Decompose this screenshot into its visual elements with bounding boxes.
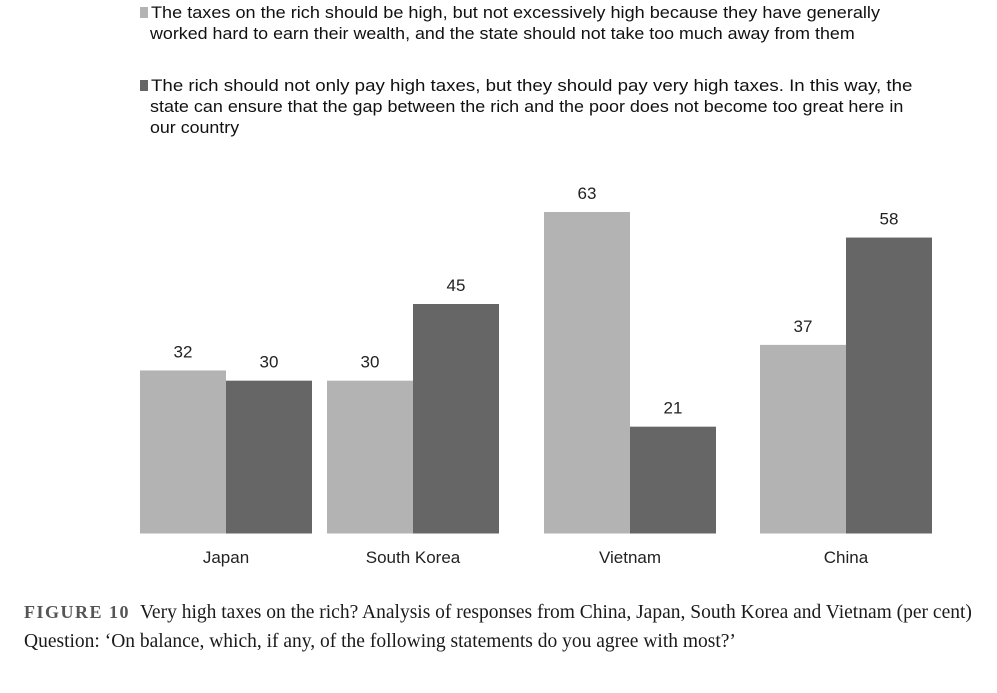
- legend-swatch: [140, 7, 148, 18]
- data-label: 63: [578, 184, 597, 203]
- category-label: China: [824, 548, 869, 567]
- bar: [846, 237, 932, 535]
- legend-entry-text: state can ensure that the gap between th…: [150, 98, 903, 116]
- category-label: South Korea: [366, 548, 461, 567]
- bar: [413, 304, 499, 534]
- data-label: 45: [447, 276, 466, 295]
- figure-label: FIGURE 10: [24, 602, 131, 622]
- data-label: 30: [260, 353, 279, 372]
- caption-question: Question: ‘On balance, which, if any, of…: [24, 631, 736, 652]
- category-label: Japan: [203, 548, 249, 567]
- legend-entry-text: worked hard to earn their wealth, and th…: [149, 25, 855, 43]
- bar: [544, 212, 630, 534]
- category-label: Vietnam: [599, 548, 661, 567]
- bar: [760, 344, 846, 534]
- data-label: 37: [794, 317, 813, 336]
- legend: The taxes on the rich should be high, bu…: [140, 4, 912, 137]
- bar: [630, 426, 716, 534]
- data-label: 32: [174, 342, 193, 361]
- legend-entry-text: The rich should not only pay high taxes,…: [151, 77, 912, 95]
- bar: [226, 380, 312, 534]
- bars: [140, 212, 932, 535]
- data-label: 58: [880, 210, 899, 229]
- figure-caption: FIGURE 10 Very high taxes on the rich? An…: [24, 598, 974, 656]
- bar: [140, 370, 226, 534]
- legend-swatch: [140, 80, 148, 91]
- data-label: 21: [664, 399, 683, 418]
- value-labels: 32 30 30 45 63 21 37 58: [174, 184, 899, 418]
- category-labels: Japan South Korea Vietnam China: [203, 548, 869, 567]
- legend-entry-text: our country: [150, 119, 240, 137]
- legend-entry-text: The taxes on the rich should be high, bu…: [151, 4, 881, 22]
- bar: [327, 380, 413, 534]
- bar-chart: The taxes on the rich should be high, bu…: [140, 4, 932, 567]
- data-label: 30: [361, 353, 380, 372]
- caption-title-line: FIGURE 10 Very high taxes on the rich? An…: [24, 598, 974, 627]
- figure-title: Very high taxes on the rich? Analysis of…: [140, 602, 972, 623]
